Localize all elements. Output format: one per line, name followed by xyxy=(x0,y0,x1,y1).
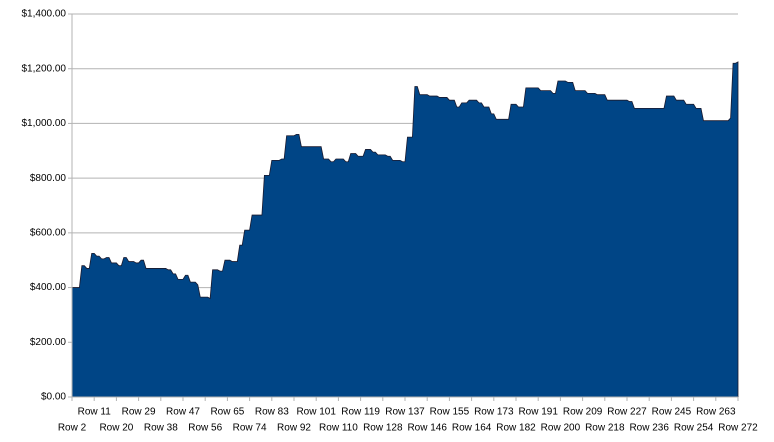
x-tick-label: Row 20 xyxy=(99,423,133,434)
x-tick-label: Row 2 xyxy=(58,423,87,434)
x-tick-label: Row 65 xyxy=(210,407,244,418)
x-tick-label: Row 263 xyxy=(696,407,736,418)
x-tick-label: Row 146 xyxy=(407,423,447,434)
x-tick-label: Row 200 xyxy=(541,423,581,434)
y-tick-label: $1,400.00 xyxy=(22,9,67,20)
x-tick-label: Row 83 xyxy=(255,407,289,418)
x-tick-label: Row 173 xyxy=(474,407,514,418)
x-tick-label: Row 110 xyxy=(319,423,358,434)
x-tick-label: Row 11 xyxy=(78,407,112,418)
x-tick-label: Row 92 xyxy=(277,423,311,434)
y-tick-label: $1,200.00 xyxy=(22,63,67,74)
x-tick-label: Row 47 xyxy=(166,407,200,418)
x-tick-label: Row 29 xyxy=(122,407,156,418)
x-tick-label: Row 164 xyxy=(452,423,492,434)
x-tick-label: Row 245 xyxy=(652,407,692,418)
y-tick-label: $1,000.00 xyxy=(22,118,67,129)
y-tick-label: $0.00 xyxy=(41,392,66,403)
x-tick-label: Row 155 xyxy=(430,407,470,418)
y-tick-label: $200.00 xyxy=(30,337,67,348)
x-tick-label: Row 74 xyxy=(233,423,267,434)
x-tick-label: Row 182 xyxy=(496,423,536,434)
area xyxy=(71,61,739,398)
x-tick-label: Row 128 xyxy=(363,423,403,434)
x-tick-label: Row 38 xyxy=(144,423,178,434)
x-tick-label: Row 236 xyxy=(629,423,669,434)
y-tick-label: $800.00 xyxy=(30,173,67,184)
x-tick-label: Row 209 xyxy=(563,407,603,418)
x-tick-label: Row 56 xyxy=(188,423,222,434)
x-tick-label: Row 191 xyxy=(518,407,558,418)
x-tick-label: Row 101 xyxy=(296,407,336,418)
x-tick-label: Row 272 xyxy=(718,423,758,434)
x-tick-label: Row 137 xyxy=(385,407,425,418)
x-tick-label: Row 218 xyxy=(585,423,625,434)
x-tick-label: Row 227 xyxy=(607,407,647,418)
y-tick-label: $400.00 xyxy=(30,282,67,293)
y-tick-label: $600.00 xyxy=(30,227,67,238)
x-tick-label: Row 119 xyxy=(341,407,380,418)
x-tick-label: Row 254 xyxy=(674,423,714,434)
